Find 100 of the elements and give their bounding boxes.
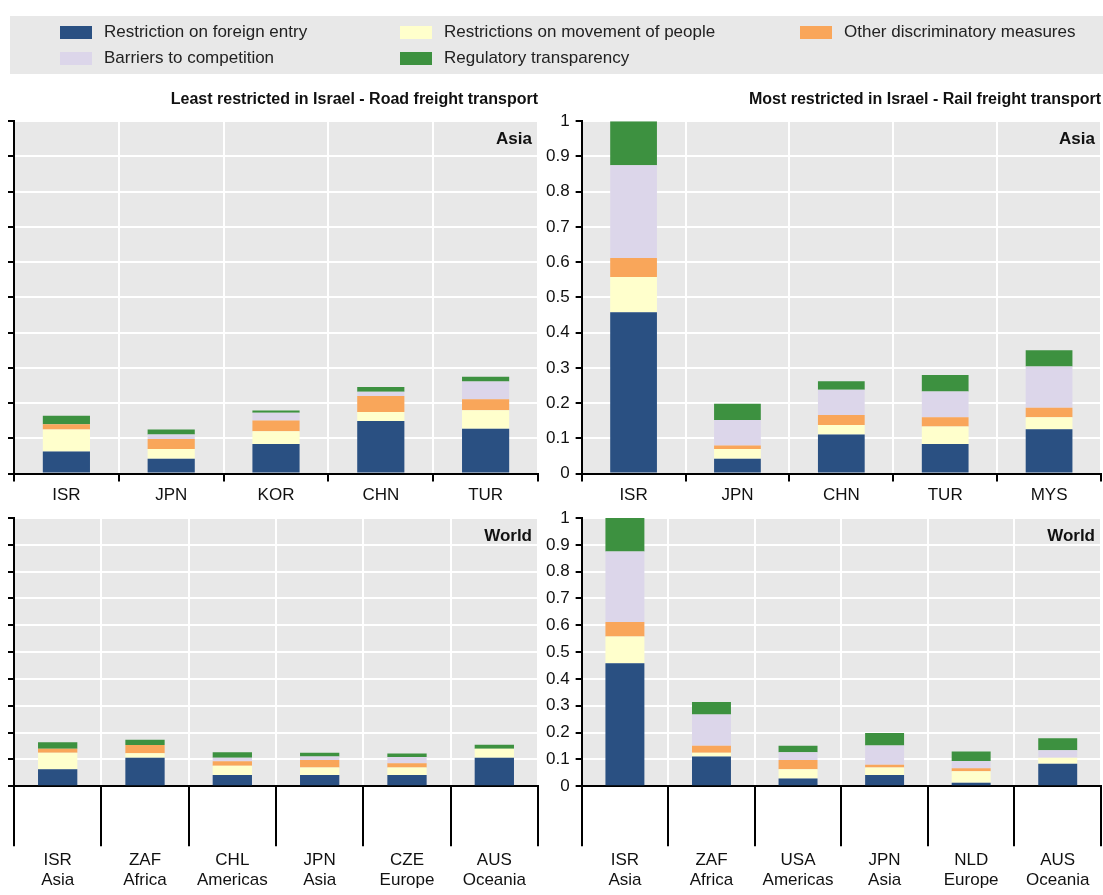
bar	[212, 765, 252, 775]
bar	[692, 745, 731, 753]
bar	[462, 399, 510, 411]
bar	[714, 448, 761, 459]
bar	[692, 701, 731, 715]
x-tick-label: NLD Europe	[943, 850, 999, 890]
legend-label: Restriction on foreign entry	[104, 22, 308, 42]
bar	[865, 774, 905, 786]
chart-title: Least restricted in Israel - Road freight transport	[170, 90, 539, 108]
bar	[474, 748, 514, 758]
bar	[610, 312, 657, 473]
bar	[212, 761, 252, 766]
y-tick-label: 0.8	[545, 181, 570, 201]
bar	[212, 752, 252, 758]
y-tick-label: 1	[560, 110, 570, 130]
bar	[714, 458, 761, 473]
bar	[38, 752, 78, 770]
bar	[38, 742, 78, 749]
bar	[817, 424, 865, 435]
bar	[817, 434, 865, 473]
bar	[817, 381, 865, 390]
bar	[921, 374, 969, 392]
y-tick-label: 0.7	[545, 588, 570, 608]
bar	[357, 391, 405, 397]
legend-label: Barriers to competition	[104, 48, 275, 68]
y-tick-label: 0.4	[545, 322, 570, 342]
bar	[147, 434, 195, 440]
bar	[462, 410, 510, 429]
bar	[951, 768, 991, 772]
y-tick-label: 0.9	[545, 146, 570, 166]
y-tick-label: 0.3	[545, 695, 570, 715]
bar	[300, 774, 340, 786]
bar	[605, 518, 645, 552]
bar	[1038, 738, 1078, 751]
bar	[1038, 757, 1078, 764]
bar	[42, 424, 90, 430]
y-tick-label: 0	[560, 463, 570, 483]
annotation: Asia	[1059, 129, 1096, 149]
y-tick-label: 0.1	[545, 749, 570, 769]
bar	[387, 756, 427, 764]
bar	[605, 636, 645, 664]
bar	[387, 774, 427, 786]
legend-label: Restrictions on movement of people	[444, 22, 716, 42]
bar	[605, 663, 645, 786]
bar	[921, 391, 969, 418]
bar	[462, 381, 510, 400]
y-tick-label: 1	[560, 507, 570, 527]
x-tick-label: ISR Asia	[608, 850, 642, 890]
bar	[610, 276, 657, 313]
bar	[865, 767, 905, 775]
bar	[817, 389, 865, 416]
bar	[38, 769, 78, 786]
bar	[147, 448, 195, 459]
bar	[714, 445, 761, 449]
x-tick-label: JPN	[155, 485, 188, 505]
bar	[692, 756, 731, 786]
bar	[1025, 366, 1073, 408]
bar	[921, 417, 969, 427]
bar	[605, 622, 645, 637]
bar	[252, 412, 300, 421]
bar	[387, 753, 427, 757]
x-tick-label: ZAF Africa	[689, 850, 734, 890]
bar	[357, 386, 405, 392]
x-tick-label: USA Americas	[762, 850, 834, 890]
bar	[387, 763, 427, 768]
bar	[1038, 750, 1078, 758]
bar	[778, 769, 818, 779]
bar	[778, 778, 818, 786]
bar	[252, 420, 300, 432]
y-tick-label: 0.5	[545, 287, 570, 307]
bar	[865, 745, 905, 765]
bar	[921, 426, 969, 444]
bar	[778, 759, 818, 770]
bar	[125, 753, 165, 758]
x-tick-label: ISR	[52, 485, 81, 505]
y-tick-label: 0.5	[545, 641, 570, 661]
y-tick-label: 0.4	[545, 668, 570, 688]
bar	[125, 739, 165, 745]
bar	[1025, 417, 1073, 430]
bar	[714, 403, 761, 421]
y-tick-label: 0.2	[545, 392, 570, 412]
bar	[252, 410, 300, 413]
bar	[865, 733, 905, 746]
x-tick-label: CHN	[362, 485, 400, 505]
bar	[462, 428, 510, 473]
bar	[387, 767, 427, 775]
bar	[357, 421, 405, 473]
bar	[610, 165, 657, 258]
y-tick-label: 0.6	[545, 614, 570, 634]
chart-title: Most restricted in Israel - Rail freight transport	[748, 90, 1102, 108]
bar	[42, 429, 90, 452]
x-tick-label: TUR	[468, 485, 504, 505]
x-tick-label: TUR	[927, 485, 963, 505]
bar	[252, 444, 300, 473]
y-tick-label: 0.1	[545, 428, 570, 448]
bar	[692, 714, 731, 746]
x-tick-label: ISR	[619, 485, 648, 505]
bar	[610, 121, 657, 166]
bar	[714, 420, 761, 446]
y-tick-label: 0.7	[545, 216, 570, 236]
